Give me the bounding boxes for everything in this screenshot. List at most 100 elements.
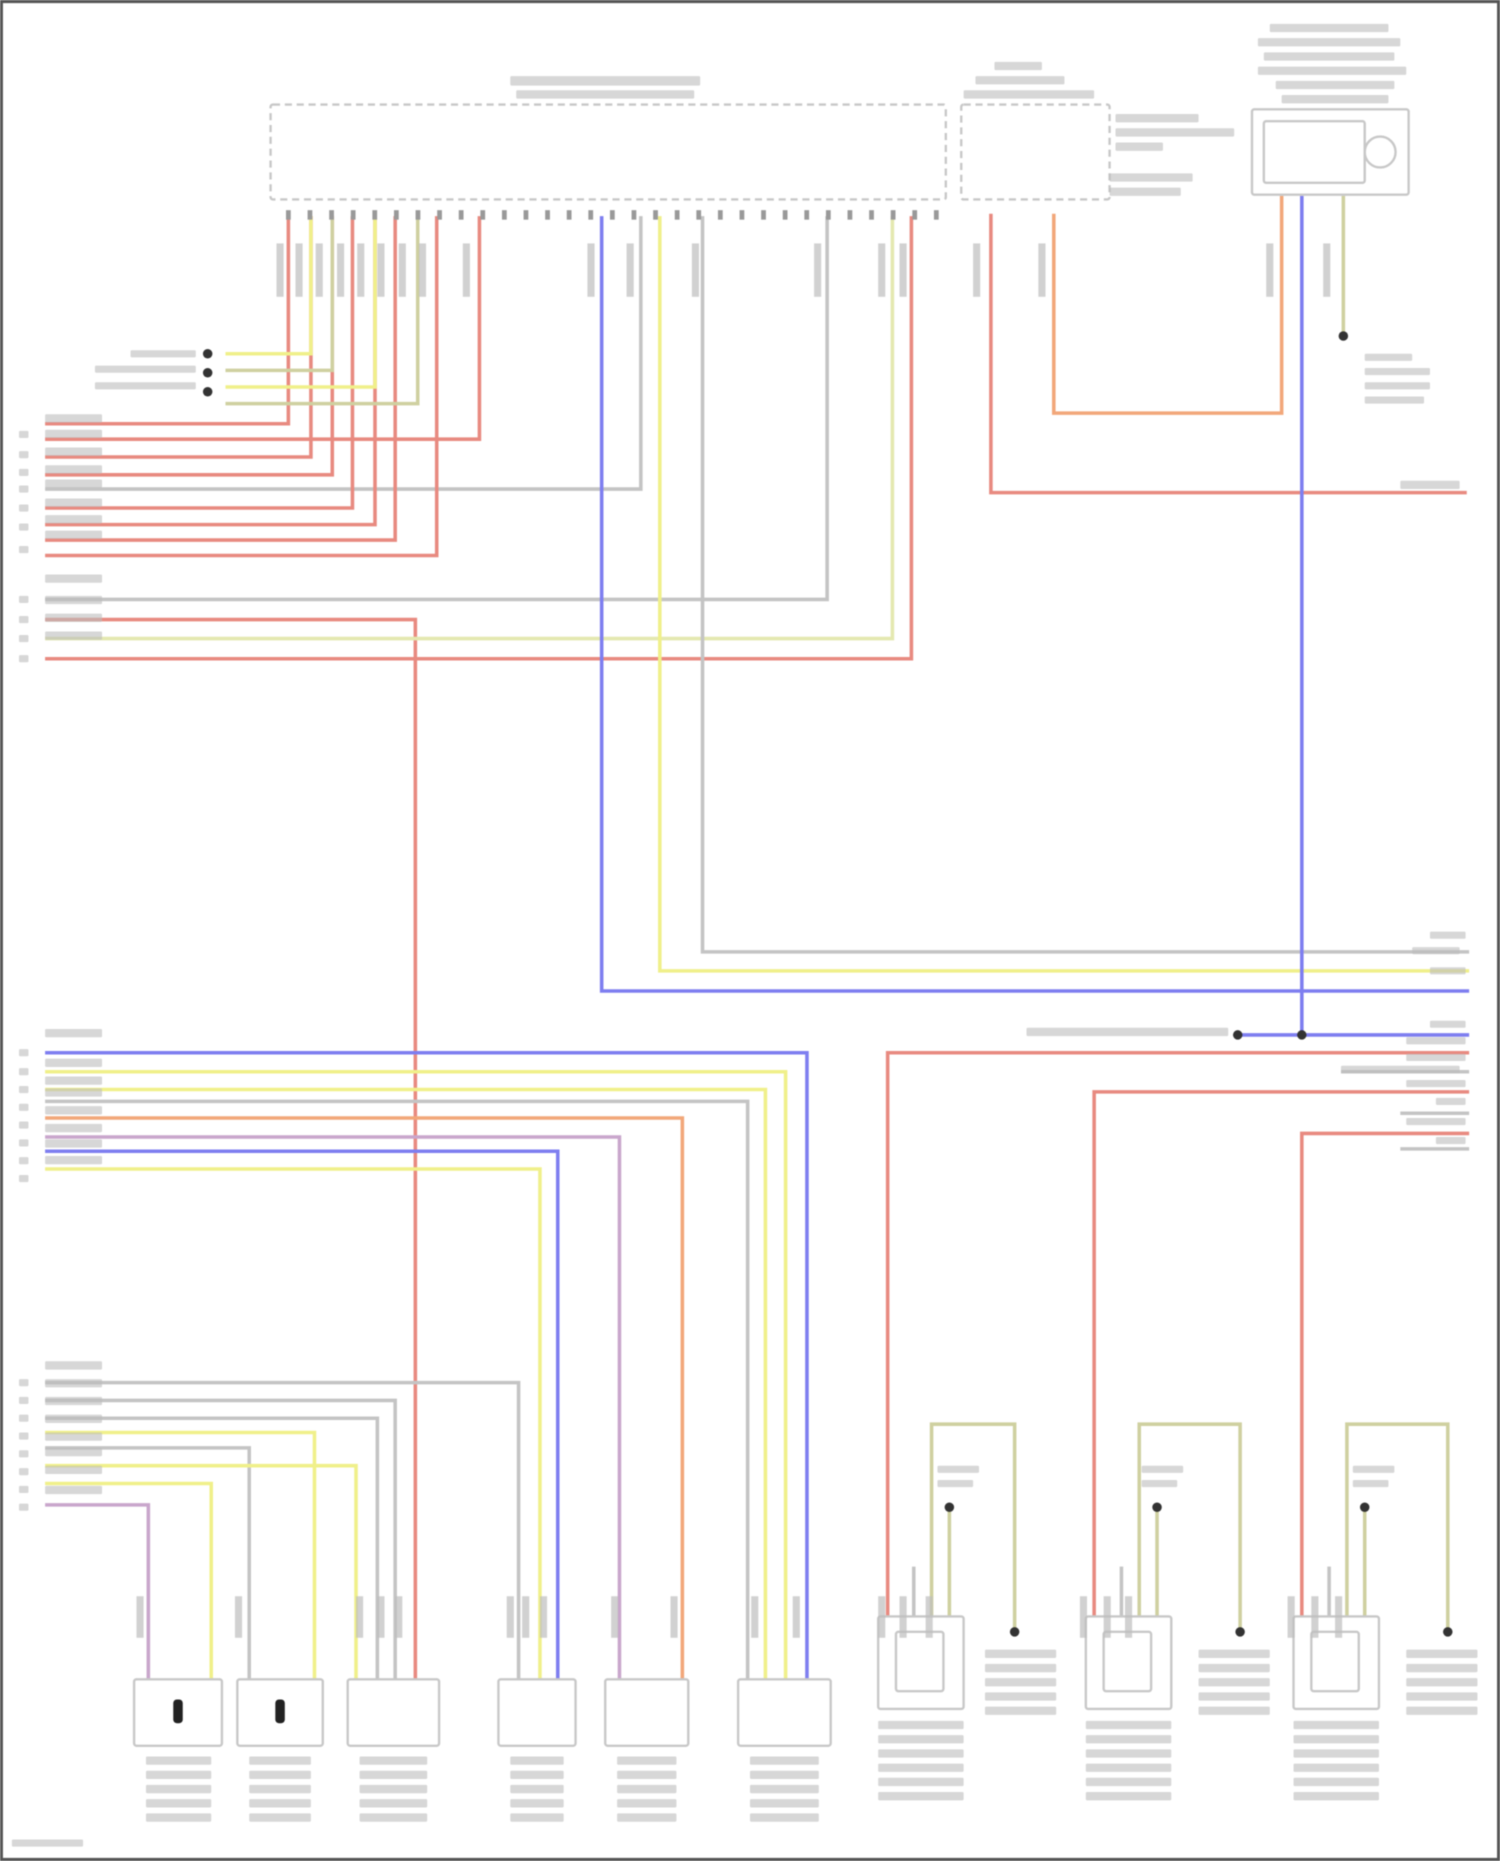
illegible-label [510,1799,564,1808]
illegible-label [975,76,1065,85]
connector-pin [372,210,378,220]
illegible-label [18,1485,29,1493]
illegible-label [249,1813,311,1822]
wire-yellow [225,216,313,356]
illegible-label [1429,931,1466,939]
illegible-label [1406,1118,1466,1126]
illegible-label [45,1465,103,1475]
connector-pin [847,210,853,220]
illegible-label [1311,1596,1319,1638]
illegible-label [45,515,103,524]
wire-purple [45,1135,622,1686]
wire-blue [45,1149,560,1686]
illegible-label [1085,1735,1172,1744]
connector-pin [717,210,723,220]
illegible-label [1263,52,1395,61]
wire-olive [929,1422,1017,1632]
connector-pin [890,210,896,220]
illegible-label [18,616,29,624]
illegible-label [751,1596,759,1638]
illegible-label [617,1784,677,1794]
illegible-label [315,243,323,297]
illegible-label [145,1756,212,1765]
illegible-label [984,1706,1057,1715]
illegible-label [522,1596,530,1638]
illegible-label [18,655,29,663]
illegible-label [1275,80,1395,90]
illegible-label [45,479,103,488]
illegible-label [145,1784,212,1794]
illegible-label [234,1596,243,1638]
illegible-label [18,451,29,459]
illegible-label [418,243,427,297]
connector-pin [285,210,291,220]
splice-dot [1235,1627,1245,1637]
splice-dot [1443,1627,1453,1637]
illegible-label [45,1028,103,1038]
illegible-label [18,546,29,554]
illegible-label [878,1792,964,1801]
illegible-label [395,1596,403,1638]
illegible-label [45,574,103,583]
connector-pin [782,210,788,220]
illegible-label [18,523,29,531]
wire-gray [700,216,1470,954]
illegible-label [691,243,699,297]
connector-pin [393,210,399,220]
illegible-label [1406,1663,1478,1673]
wire-red [45,216,355,510]
illegible-label [18,1121,29,1129]
illegible-label [1198,1692,1270,1701]
illegible-label [617,1770,677,1779]
wire-yellow [45,1167,542,1686]
wire-gray [45,216,829,602]
illegible-label [670,1596,678,1638]
connector-pin [696,210,702,220]
illegible-label [359,1770,428,1779]
illegible-label [377,1596,385,1638]
illegible-labels [11,23,1478,1847]
wire-red [45,216,397,542]
illegible-label [45,530,103,539]
illegible-label [1364,368,1430,376]
illegible-label [1364,353,1413,361]
illegible-label [18,1468,29,1476]
connector-pin [761,210,766,220]
illegible-label [878,1763,964,1772]
connector-pin [933,210,939,220]
illegible-label [94,365,196,373]
illegible-label [878,243,886,297]
illegible-label [510,76,701,86]
connector-pin [825,210,831,220]
illegible-label [1125,1596,1133,1638]
illegible-label [45,1106,103,1115]
illegible-label [937,1479,974,1488]
wire-olive [1345,1422,1450,1632]
illegible-label [130,350,196,358]
illegible-label [1429,967,1466,975]
illegible-label [510,1784,564,1794]
illegible-label [18,1139,29,1147]
wire-gray [45,1380,521,1686]
illegible-label [359,1799,428,1808]
illegible-label [145,1813,212,1822]
wire-yellow [45,1481,214,1686]
illegible-label [145,1799,212,1808]
wire-yellow [225,216,377,389]
wire-purple [45,1503,151,1686]
bottom-sensor-4 [497,1678,577,1747]
splice-dot [202,368,213,378]
illegible-label [1293,1749,1379,1758]
illegible-label [1293,1777,1379,1787]
connector-pin [545,210,550,220]
illegible-label [18,485,29,493]
illegible-label [94,382,196,390]
illegible-label [136,1596,144,1638]
illegible-label [516,90,695,99]
illegible-label [249,1784,311,1794]
connector-pin [415,210,421,220]
illegible-label [510,1756,564,1765]
splice-dot [202,349,213,359]
illegible-label [45,1088,103,1097]
illegible-label [750,1799,819,1808]
